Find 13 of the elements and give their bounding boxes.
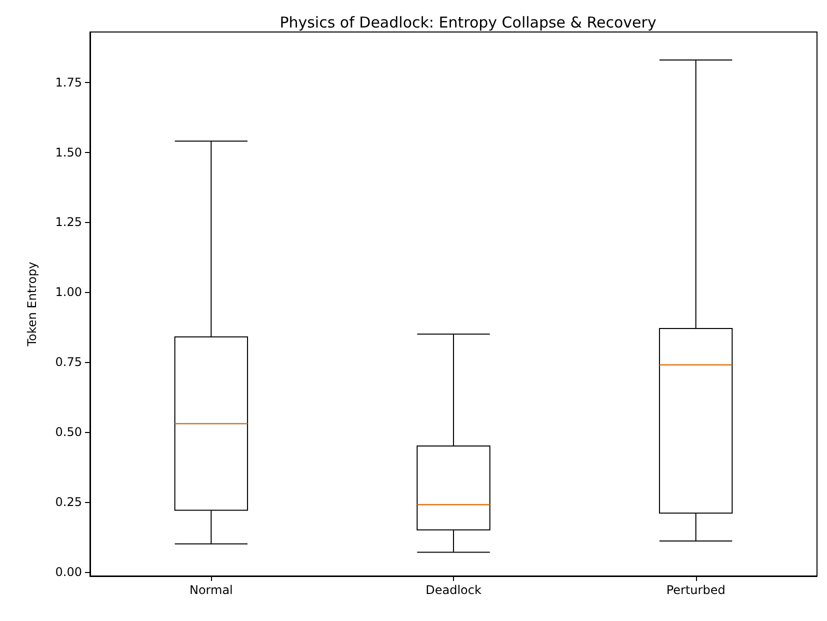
y-tick-label: 0.00 xyxy=(55,564,82,579)
x-tick-label: Deadlock xyxy=(426,583,482,597)
y-tick-label: 1.75 xyxy=(55,75,82,90)
y-tick-label: 1.50 xyxy=(55,145,82,160)
y-tick-label: 0.50 xyxy=(55,424,82,439)
y-tick-label: 0.75 xyxy=(55,355,82,370)
y-axis-title: Token Entropy xyxy=(25,262,39,348)
y-tick-label: 1.25 xyxy=(55,215,82,230)
y-tick-label: 1.00 xyxy=(55,285,82,300)
chart-title: Physics of Deadlock: Entropy Collapse & Recovery xyxy=(280,14,656,32)
y-tick-label: 0.25 xyxy=(55,494,82,509)
x-tick-label: Perturbed xyxy=(666,583,726,597)
x-tick-label: Normal xyxy=(189,583,233,597)
